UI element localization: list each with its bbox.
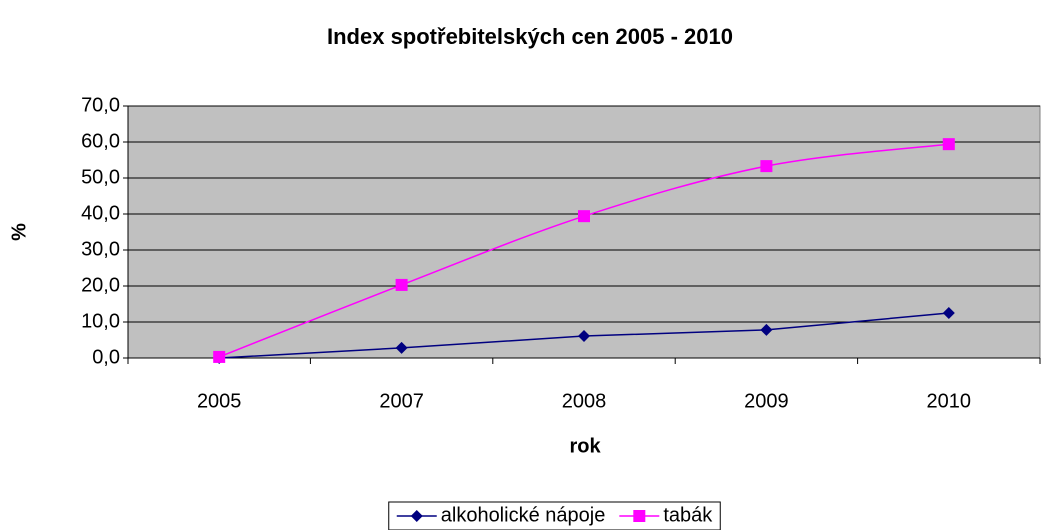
legend-label: tabák xyxy=(663,504,713,526)
marker xyxy=(760,323,773,336)
legend-label: alkoholické nápoje xyxy=(441,504,606,526)
x-tick-label: 2005 xyxy=(197,390,242,412)
x-axis-label: rok xyxy=(569,435,601,457)
x-tick-label: 2008 xyxy=(562,390,607,412)
marker xyxy=(942,307,955,319)
x-tick-label: 2007 xyxy=(379,390,424,412)
plot-area xyxy=(127,105,1041,359)
y-tick-label: 50,0 xyxy=(81,166,120,188)
x-tick-label: 2010 xyxy=(927,390,972,412)
y-tick-label: 0,0 xyxy=(92,346,120,368)
y-tick-label: 40,0 xyxy=(81,202,120,224)
legend: alkoholické nápoje tabák xyxy=(388,501,721,530)
marker xyxy=(942,138,955,151)
marker xyxy=(633,510,646,522)
y-axis-label: % xyxy=(8,223,30,241)
marker xyxy=(395,278,408,291)
marker xyxy=(578,330,590,343)
marker xyxy=(410,510,423,522)
y-tick-label: 60,0 xyxy=(81,130,120,152)
x-tick-label: 2009 xyxy=(744,390,789,412)
marker xyxy=(760,160,773,173)
chart-title: Index spotřebitelských cen 2005 - 2010 xyxy=(327,24,733,49)
y-tick-label: 30,0 xyxy=(81,238,120,260)
y-tick-label: 70,0 xyxy=(81,94,120,116)
marker xyxy=(578,210,590,223)
marker xyxy=(213,350,226,363)
y-tick-label: 20,0 xyxy=(81,274,120,296)
y-tick-label: 10,0 xyxy=(81,310,120,332)
legend-box xyxy=(388,501,721,530)
marker xyxy=(395,341,408,354)
